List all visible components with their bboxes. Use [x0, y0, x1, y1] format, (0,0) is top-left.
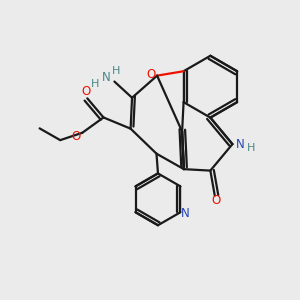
Text: O: O: [71, 130, 80, 143]
Text: H: H: [247, 142, 255, 153]
Text: O: O: [81, 85, 91, 98]
Text: H: H: [91, 79, 99, 89]
Text: N: N: [181, 207, 190, 220]
Text: N: N: [236, 138, 244, 151]
Text: H: H: [112, 66, 120, 76]
Text: O: O: [146, 68, 155, 81]
Text: N: N: [102, 71, 110, 84]
Text: O: O: [212, 194, 221, 207]
